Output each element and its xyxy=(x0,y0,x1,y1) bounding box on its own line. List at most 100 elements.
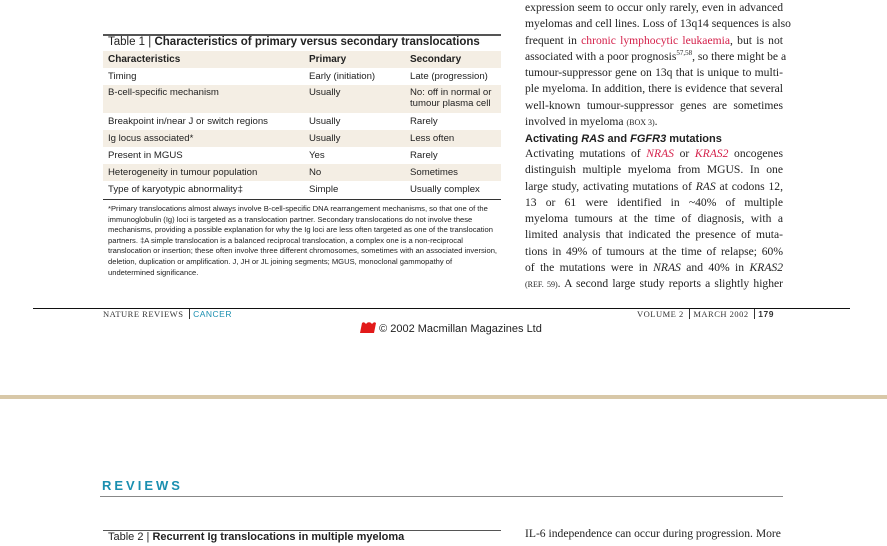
text-line: (REF. 59). A second large study reports … xyxy=(525,276,783,292)
box-reference[interactable]: (BOX 3) xyxy=(626,118,655,128)
text: at codons 12, xyxy=(715,179,783,193)
text-line: Activating mutations of NRAS or KRAS2 on… xyxy=(525,146,783,162)
table1-title-text: Characteristics of primary versus second… xyxy=(154,36,480,48)
cell: B-cell-specific mechanism xyxy=(108,87,219,98)
gene-link[interactable]: NRAS xyxy=(646,147,674,160)
table-row: Heterogeneity in tumour population No Some… xyxy=(103,164,501,181)
cell: Usually xyxy=(309,116,341,127)
page-divider xyxy=(0,395,887,399)
cell: No: off in normal or tumour plasma cell xyxy=(410,87,492,109)
text-line: involved in myeloma (BOX 3). xyxy=(525,114,783,130)
gene-link[interactable]: KRAS2 xyxy=(694,147,729,160)
table2-label: Table 2 | xyxy=(108,531,153,543)
cell: Simple xyxy=(309,184,339,195)
text: mutations xyxy=(666,133,722,145)
text: KRAS2 xyxy=(749,261,784,275)
reference-superscript[interactable]: 57,58 xyxy=(676,49,693,58)
text-line: frequent in chronic lymphocytic leukaemi… xyxy=(525,33,783,49)
table1-label: Table 1 | xyxy=(108,36,155,48)
table1-top-rule xyxy=(103,34,501,36)
text-line: distinguish multiple myeloma from MGUS. … xyxy=(525,163,783,177)
text: , but is not xyxy=(730,33,783,47)
copyright: © 2002 Macmillan Magazines Ltd xyxy=(360,321,542,335)
text-line: large study, activating mutations of RAS… xyxy=(525,179,783,195)
cell: Sometimes xyxy=(410,167,458,178)
header-rule xyxy=(100,496,783,497)
cell: Type of karyotypic abnormality‡ xyxy=(108,184,243,195)
footer-journal: NATURE REVIEWS CANCER xyxy=(103,309,232,319)
cell: Heterogeneity in tumour population xyxy=(108,167,258,178)
page-number: 179 xyxy=(758,309,774,319)
table2-top-rule xyxy=(103,530,501,531)
footer-rule xyxy=(33,308,850,309)
text: Activating xyxy=(525,133,582,145)
body-text-column: expression seem to occur only rarely, ev… xyxy=(525,0,791,130)
copyright-text: © 2002 Macmillan Magazines Ltd xyxy=(379,323,542,335)
table-header-row: Characteristics Primary Secondary xyxy=(103,51,501,68)
text-line: ple myeloma. In addition, there is evide… xyxy=(525,82,783,96)
cell: Usually xyxy=(309,133,341,144)
text: large study, activating mutations of xyxy=(525,179,696,193)
table1-bottom-rule xyxy=(103,199,501,200)
body-text-column-2: Activating mutations of NRAS or KRAS2 on… xyxy=(525,146,783,293)
text-line: of the mutations were in NRAS and 40% in… xyxy=(525,260,783,276)
text-line: associated with a poor prognosis57,58, s… xyxy=(525,49,787,65)
text: RAS xyxy=(695,179,716,193)
text: involved in myeloma xyxy=(525,115,627,129)
journal-section: CANCER xyxy=(193,309,232,319)
table1-grid: Characteristics Primary Secondary Timing… xyxy=(103,51,501,198)
text-line: myeloma tumours at the time of diagnosis… xyxy=(525,212,783,226)
table-row: Breakpoint in/near J or switch regions Us… xyxy=(103,113,501,130)
text-line: IL-6 independence can occur during progr… xyxy=(525,527,781,540)
cell: Late (progression) xyxy=(410,71,488,82)
col-header: Characteristics xyxy=(108,54,181,65)
cell: Early (initiation) xyxy=(309,71,376,82)
text: FGFR3 xyxy=(630,133,667,145)
text: or xyxy=(673,147,695,160)
table1-title: Table 1 | Characteristics of primary ver… xyxy=(103,35,501,51)
cell: Yes xyxy=(309,150,325,161)
cell: Breakpoint in/near J or switch regions xyxy=(108,116,268,127)
cell: Usually xyxy=(309,87,341,98)
text: . xyxy=(654,115,658,129)
issue-date: MARCH 2002 xyxy=(693,309,749,319)
footer-issue: VOLUME 2 MARCH 2002 179 xyxy=(637,309,774,319)
text: and 40% in xyxy=(680,261,750,275)
text-line: limited analysis that indicated the pres… xyxy=(525,228,783,242)
text-line: myelomas and cell lines. Loss of 13q14 s… xyxy=(525,17,791,31)
cell: Rarely xyxy=(410,150,438,161)
cell: Usually complex xyxy=(410,184,480,195)
cell: Less often xyxy=(410,133,455,144)
volume: VOLUME 2 xyxy=(637,309,684,319)
text: RAS xyxy=(581,133,605,145)
cell: Present in MGUS xyxy=(108,150,183,161)
cell: Rarely xyxy=(410,116,438,127)
text-line: 13 or 61 were identified in ~40% of mult… xyxy=(525,195,783,209)
text: associated with a poor prognosis xyxy=(525,49,677,63)
table-row: Type of karyotypic abnormality‡ Simple Usu… xyxy=(103,181,501,198)
table1-footnote: *Primary translocations almost always in… xyxy=(108,204,498,277)
table2-title-text: Recurrent Ig translocations in multiple … xyxy=(152,531,405,543)
text: frequent in xyxy=(525,33,582,47)
glossary-link[interactable]: chronic lymphocytic leukaemia xyxy=(581,33,730,47)
table1: Table 1 | Characteristics of primary ver… xyxy=(103,35,501,198)
cell: Ig locus associated* xyxy=(108,133,194,144)
table2-title: Table 2 | Recurrent Ig translocations in… xyxy=(108,531,404,543)
macmillan-logo-icon xyxy=(360,322,376,333)
table-row: Present in MGUS Yes Rarely xyxy=(103,147,501,164)
text: and xyxy=(604,133,631,145)
reference-link[interactable]: (REF. 59) xyxy=(525,280,558,290)
section-label: REVIEWS xyxy=(102,478,183,493)
text-line: well-known tumour-suppressor genes are s… xyxy=(525,98,783,112)
text-line: tumour-suppressor gene on 13q that is un… xyxy=(525,66,783,80)
text: , so there might be a xyxy=(692,49,787,63)
col-header: Primary xyxy=(309,54,347,65)
cell: No xyxy=(309,167,322,178)
table-row: Timing Early (initiation) Late (progressio… xyxy=(103,68,501,85)
text: of the mutations were in xyxy=(525,261,654,275)
text: oncogenes xyxy=(728,147,783,160)
cell: Timing xyxy=(108,71,137,82)
text: NRAS xyxy=(653,261,681,275)
table-row: Ig locus associated* Usually Less often xyxy=(103,130,501,147)
text-line: tions in 49% of tumours at the time of r… xyxy=(525,244,783,258)
